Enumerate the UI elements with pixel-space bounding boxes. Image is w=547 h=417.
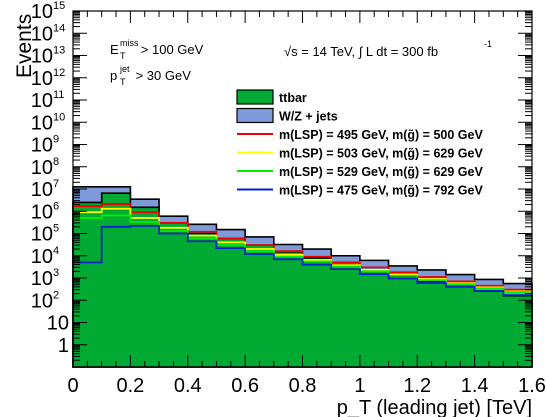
lumi-label: √s = 14 TeV, ∫ L dt = 300 fb xyxy=(284,44,438,59)
met-cut-sup: miss xyxy=(120,38,139,48)
y-tick-exponent: 4 xyxy=(53,245,59,257)
jet-pt-cut-sub: T xyxy=(120,77,126,87)
legend-swatch-1 xyxy=(236,89,274,105)
y-tick-label: 10 xyxy=(31,112,53,134)
x-axis-label: p_T (leading jet) [TeV] xyxy=(337,397,532,417)
y-tick-label: 10 xyxy=(31,157,53,179)
met-cut: E xyxy=(110,42,119,57)
x-tick-label: 1.4 xyxy=(461,375,489,397)
y-tick-exponent: 13 xyxy=(53,45,65,57)
y-tick-label: 10 xyxy=(31,268,53,290)
legend: ttbar W/Z + jets m(LSP) = 495 GeV, m(g̃) =… xyxy=(236,89,483,198)
met-cut-rest: > 100 GeV xyxy=(141,42,204,57)
y-tick-label: 10 xyxy=(31,201,53,223)
y-tick-label: 10 xyxy=(31,290,53,312)
y-tick-exponent: 6 xyxy=(53,200,59,212)
y-tick-exponent: 2 xyxy=(53,289,59,301)
legend-entry-1: ttbar xyxy=(279,91,307,105)
y-tick-exponent: 7 xyxy=(53,178,59,190)
met-cut-sub: T xyxy=(120,51,126,61)
y-tick-label: 10 xyxy=(31,179,53,201)
x-tick-label: 1.2 xyxy=(403,375,431,397)
stack-fills xyxy=(72,186,533,368)
x-tick-label: 1.6 xyxy=(518,375,546,397)
legend-entry-4: m(LSP) = 503 GeV, m(g̃) = 629 GeV xyxy=(279,147,483,161)
y-tick-exponent: 14 xyxy=(53,22,65,34)
y-tick-exponent: 5 xyxy=(53,223,59,235)
x-tick-label: 0.2 xyxy=(116,375,144,397)
signal-line-4 xyxy=(73,224,532,297)
y-tick-label: 10 xyxy=(31,1,53,23)
y-tick-label: 1 xyxy=(58,335,69,357)
jet-pt-cut-rest: > 30 GeV xyxy=(136,68,192,83)
x-tick-label: 0.8 xyxy=(289,375,317,397)
x-tick-label: 0 xyxy=(67,375,78,397)
y-tick-exponent: 11 xyxy=(53,89,64,101)
y-tick-label: 10 xyxy=(31,68,53,90)
legend-swatch-2 xyxy=(236,107,274,124)
legend-entry-6: m(LSP) = 475 GeV, m(g̃) = 792 GeV xyxy=(279,184,483,198)
y-tick-exponent: 10 xyxy=(53,111,65,123)
y-axis-label: Events xyxy=(13,14,36,78)
y-tick-label: 10 xyxy=(31,246,53,268)
lumi-sup: -1 xyxy=(484,39,492,49)
x-tick-label: 1 xyxy=(354,375,365,397)
y-tick-exponent: 9 xyxy=(53,134,59,146)
legend-entry-2: W/Z + jets xyxy=(279,110,338,124)
y-tick-label: 10 xyxy=(31,23,53,45)
y-tick-label: 10 xyxy=(31,46,53,68)
signal-lines xyxy=(73,203,532,297)
axis-ticks xyxy=(72,10,533,368)
y-tick-exponent: 12 xyxy=(53,67,65,79)
y-tick-exponent: 8 xyxy=(53,156,59,168)
y-tick-label: 10 xyxy=(31,90,53,112)
x-tick-labels: 0 0.2 0.4 0.6 0.8 1 1.2 1.4 1.6 xyxy=(67,375,545,397)
y-tick-label: 10 xyxy=(31,224,53,246)
y-tick-label: 10 xyxy=(47,313,69,335)
legend-entry-3: m(LSP) = 495 GeV, m(g̃) = 500 GeV xyxy=(279,128,483,142)
y-tick-exponent: 15 xyxy=(53,0,65,12)
legend-entry-5: m(LSP) = 529 GeV, m(g̃) = 629 GeV xyxy=(279,165,483,179)
jet-pt-cut-sup: jet xyxy=(119,64,130,74)
y-tick-exponent: 3 xyxy=(53,267,59,279)
x-tick-label: 0.6 xyxy=(231,375,259,397)
x-tick-label: 0.4 xyxy=(174,375,202,397)
jet-pt-cut: p xyxy=(110,68,117,83)
y-tick-label: 10 xyxy=(31,135,53,157)
